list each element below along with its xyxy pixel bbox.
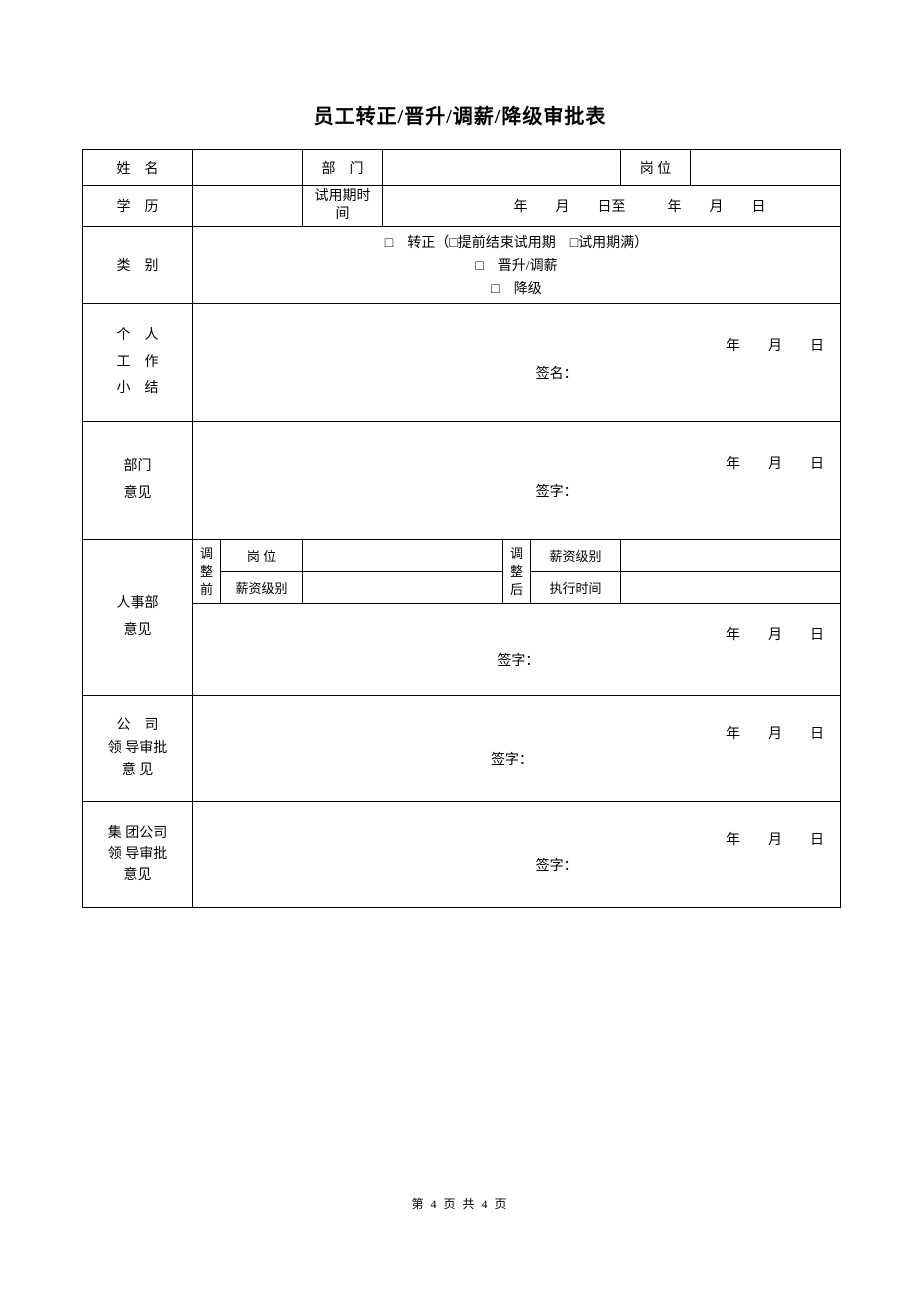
- sm: 月: [768, 339, 782, 354]
- label-name: 姓 名: [83, 150, 193, 186]
- label-group-approval: 集 团公司 领 导审批 意见: [83, 802, 193, 908]
- hm: 月: [768, 628, 782, 643]
- pm1: 月: [556, 200, 570, 215]
- value-after-salary[interactable]: [621, 540, 841, 572]
- grp-l2: 领 导审批: [87, 844, 188, 865]
- summary-l2: 工 作: [87, 350, 188, 377]
- grp-l1: 集 团公司: [87, 823, 188, 844]
- gm: 月: [768, 833, 782, 848]
- value-before-salary[interactable]: [303, 572, 503, 604]
- cy: 年: [726, 727, 740, 742]
- gd: 日: [810, 833, 824, 848]
- pm2: 月: [710, 200, 724, 215]
- sig-date-hr[interactable]: 年 月 日: [726, 624, 824, 644]
- label-company-approval: 公 司 领 导审批 意 见: [83, 696, 193, 802]
- py2: 年: [668, 200, 682, 215]
- comp-l3: 意 见: [87, 760, 188, 782]
- label-before-adj: 调整前: [193, 540, 221, 604]
- dept-op-l1: 部门: [87, 454, 188, 481]
- dm: 月: [768, 457, 782, 472]
- gy: 年: [726, 833, 740, 848]
- sig-label-group: 签字：: [536, 855, 578, 875]
- cm: 月: [768, 727, 782, 742]
- pd1: 日至: [598, 200, 626, 215]
- dd: 日: [810, 457, 824, 472]
- value-before-post[interactable]: [303, 540, 503, 572]
- cd: 日: [810, 727, 824, 742]
- label-hr-opinion: 人事部 意见: [83, 540, 193, 696]
- dept-op-l2: 意见: [87, 481, 188, 508]
- summary-content[interactable]: 签名： 年 月 日: [193, 304, 841, 422]
- category-options[interactable]: □ 转正（□提前结束试用期 □试用期满） □ 晋升/调薪 □ 降级: [193, 227, 841, 304]
- sig-label-company: 签字：: [491, 749, 533, 769]
- probation-range[interactable]: 年 月 日至 年 月 日: [383, 186, 841, 227]
- comp-l1: 公 司: [87, 715, 188, 737]
- checkbox-icon[interactable]: □: [475, 259, 483, 274]
- sig-name-label: 签名：: [536, 363, 578, 383]
- label-after-salary: 薪资级别: [531, 540, 621, 572]
- page-footer: 第 4 页 共 4 页: [0, 1195, 920, 1212]
- grp-l3: 意见: [87, 865, 188, 886]
- comp-l2: 领 导审批: [87, 738, 188, 760]
- company-approval-content[interactable]: 签字： 年 月 日: [193, 696, 841, 802]
- label-after-exec: 执行时间: [531, 572, 621, 604]
- hr-op-l2: 意见: [87, 618, 188, 645]
- label-category: 类 别: [83, 227, 193, 304]
- summary-l3: 小 结: [87, 376, 188, 403]
- sig-label-dept: 签字：: [536, 481, 578, 501]
- checkbox-icon[interactable]: □: [385, 236, 393, 251]
- hy: 年: [726, 628, 740, 643]
- label-edu: 学 历: [83, 186, 193, 227]
- hr-op-l1: 人事部: [87, 591, 188, 618]
- hr-opinion-content[interactable]: 签字： 年 月 日: [193, 604, 841, 696]
- hd: 日: [810, 628, 824, 643]
- opt-promote: 晋升/调薪: [498, 259, 558, 274]
- checkbox-icon[interactable]: □: [491, 282, 499, 297]
- value-dept[interactable]: [383, 150, 621, 186]
- summary-l1: 个 人: [87, 323, 188, 350]
- form-title: 员工转正/晋升/调薪/降级审批表: [82, 100, 838, 129]
- label-before-salary: 薪资级别: [221, 572, 303, 604]
- opt-regular: 转正（□提前结束试用期 □试用期满）: [407, 236, 648, 251]
- py1: 年: [514, 200, 528, 215]
- pd2: 日: [752, 200, 766, 215]
- label-dept: 部 门: [303, 150, 383, 186]
- group-approval-content[interactable]: 签字： 年 月 日: [193, 802, 841, 908]
- value-name[interactable]: [193, 150, 303, 186]
- label-summary: 个 人 工 作 小 结: [83, 304, 193, 422]
- sig-date-company[interactable]: 年 月 日: [726, 723, 824, 743]
- label-after-adj: 调整后: [503, 540, 531, 604]
- label-probation-time: 试用期时 间: [303, 186, 383, 227]
- dept-opinion-content[interactable]: 签字： 年 月 日: [193, 422, 841, 540]
- sy: 年: [726, 339, 740, 354]
- value-edu[interactable]: [193, 186, 303, 227]
- sig-date-summary[interactable]: 年 月 日: [726, 335, 824, 355]
- value-post[interactable]: [691, 150, 841, 186]
- sig-date-group[interactable]: 年 月 日: [726, 829, 824, 849]
- opt-demote: 降级: [514, 282, 542, 297]
- label-dept-opinion: 部门 意见: [83, 422, 193, 540]
- dy: 年: [726, 457, 740, 472]
- sd: 日: [810, 339, 824, 354]
- sig-label-hr: 签字：: [497, 650, 539, 670]
- label-before-post: 岗 位: [221, 540, 303, 572]
- value-after-exec[interactable]: [621, 572, 841, 604]
- sig-date-dept[interactable]: 年 月 日: [726, 453, 824, 473]
- approval-form-table: 姓 名 部 门 岗 位 学 历 试用期时 间 年 月 日至 年 月 日 类 别 …: [82, 149, 841, 908]
- label-post: 岗 位: [621, 150, 691, 186]
